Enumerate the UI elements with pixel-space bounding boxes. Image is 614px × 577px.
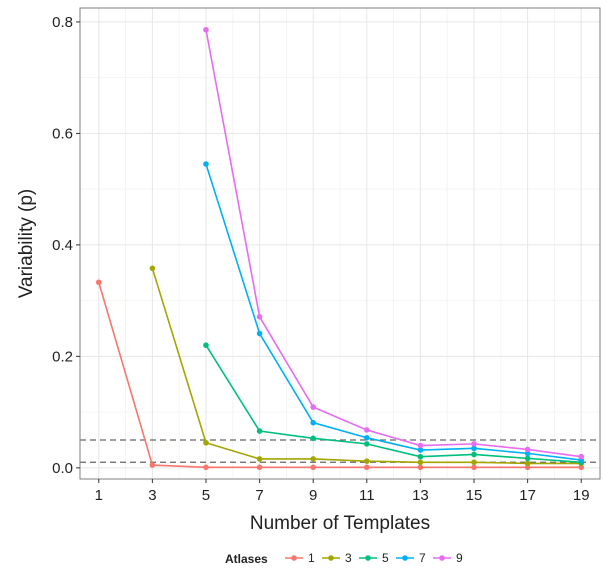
reference-lines (80, 439, 600, 463)
legend-key-point-1 (291, 555, 297, 561)
data-point-9 (524, 446, 531, 453)
data-point-1 (310, 464, 316, 471)
data-point-3 (256, 456, 263, 462)
legend-label-5: 5 (382, 551, 389, 565)
data-point-5 (524, 455, 531, 462)
data-point-9 (203, 26, 209, 33)
data-point-1 (256, 464, 263, 471)
series-layer (95, 26, 585, 471)
data-point-1 (578, 464, 585, 471)
y-tick-label: 0.0 (52, 460, 73, 477)
axes: 1 3 5 7 9 11 13 15 17 190.00.20.40.60.8 (52, 14, 589, 504)
data-point-5 (364, 441, 370, 447)
x-tick-label: 1 (95, 487, 103, 504)
data-point-5 (471, 451, 477, 458)
data-point-5 (256, 428, 263, 434)
data-point-3 (149, 265, 156, 272)
series-line-5 (205, 344, 582, 464)
y-tick-label: 0.6 (52, 125, 73, 142)
data-point-1 (149, 462, 156, 468)
x-tick-label: 13 (412, 487, 429, 504)
data-point-3 (364, 458, 370, 464)
data-point-5 (203, 342, 209, 349)
x-tick-label: 7 (255, 487, 263, 504)
x-tick-label: 3 (148, 487, 156, 504)
data-point-7 (310, 419, 316, 426)
data-point-9 (471, 441, 477, 447)
data-point-9 (256, 313, 263, 320)
series-line-9 (205, 29, 582, 458)
data-point-1 (524, 464, 531, 471)
data-point-7 (471, 445, 477, 452)
data-point-1 (364, 464, 370, 471)
data-point-1 (417, 464, 424, 471)
legend-label-7: 7 (419, 551, 426, 565)
y-axis-title: Variability (p) (16, 189, 37, 298)
legend-key-point-5 (365, 555, 371, 561)
y-tick-label: 0.2 (52, 348, 73, 365)
legend-label-1: 1 (308, 551, 315, 565)
y-tick-label: 0.8 (52, 14, 73, 31)
data-point-9 (364, 427, 370, 433)
data-point-9 (578, 453, 585, 460)
legend-label-9: 9 (456, 551, 463, 565)
series-line-7 (205, 163, 582, 461)
x-tick-label: 19 (573, 487, 590, 504)
legend-key-point-9 (439, 555, 445, 561)
data-point-9 (417, 442, 424, 449)
legend-key-point-3 (328, 555, 334, 561)
data-point-9 (310, 404, 316, 410)
series-line-1 (97, 282, 582, 469)
data-point-1 (471, 464, 477, 471)
data-point-3 (203, 439, 209, 446)
data-point-1 (203, 464, 209, 471)
data-point-7 (203, 161, 209, 167)
x-tick-label: 11 (359, 487, 375, 504)
legend-title: Atlases (225, 552, 268, 566)
data-point-3 (471, 459, 477, 466)
data-point-5 (310, 435, 316, 442)
data-point-3 (524, 460, 531, 467)
legend-label-3: 3 (345, 551, 352, 565)
data-point-7 (524, 450, 531, 457)
x-axis-title: Number of Templates (250, 513, 430, 534)
plot-border (79, 7, 601, 480)
legend-key-point-7 (402, 555, 408, 561)
data-point-3 (310, 456, 316, 462)
data-point-7 (364, 434, 370, 441)
data-point-7 (417, 447, 424, 453)
data-point-5 (417, 453, 424, 460)
grid (80, 8, 600, 479)
data-point-7 (256, 330, 263, 337)
data-point-1 (95, 279, 102, 286)
x-tick-label: 15 (466, 487, 483, 504)
legend: Atlases 1 3 5 7 9 (225, 551, 463, 566)
x-tick-label: 5 (202, 487, 210, 504)
x-tick-label: 17 (519, 487, 536, 504)
y-tick-label: 0.4 (52, 237, 73, 254)
data-point-3 (417, 459, 424, 466)
x-tick-label: 9 (309, 487, 317, 504)
